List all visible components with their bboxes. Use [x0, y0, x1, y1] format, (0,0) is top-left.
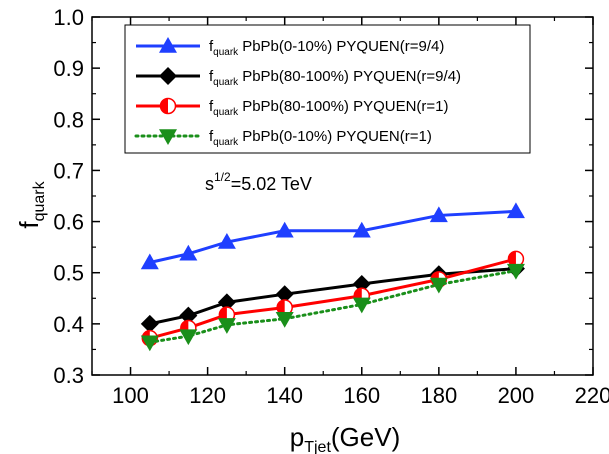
x-tick-label: 140 — [266, 383, 303, 408]
y-tick-label: 0.5 — [53, 261, 84, 286]
data-point — [506, 263, 525, 280]
series-line — [148, 269, 518, 344]
data-point — [140, 335, 159, 352]
data-point — [352, 221, 371, 238]
y-tick-label: 0.3 — [53, 363, 84, 388]
x-tick-label: 180 — [420, 383, 457, 408]
series-line — [149, 267, 517, 326]
x-tick-label: 160 — [343, 383, 380, 408]
data-point — [217, 318, 236, 334]
legend-label: fquark PbPb(0-10%) PYQUEN(r=9/4) — [209, 38, 444, 58]
legend-entry-1: fquark PbPb(80-100%) PYQUEN(r=9/4) — [136, 67, 461, 88]
data-point — [275, 285, 294, 304]
y-tick-label: 0.4 — [53, 312, 84, 337]
data-point — [179, 329, 198, 346]
legend: fquark PbPb(0-10%) PYQUEN(r=9/4) fquark PbP… — [124, 24, 531, 154]
series-lines — [140, 202, 525, 352]
x-tick-label: 120 — [189, 383, 226, 408]
data-point — [275, 311, 294, 328]
legend-marker — [159, 129, 177, 145]
y-tick-label: 0.8 — [53, 107, 84, 132]
data-point — [429, 206, 448, 223]
series-line — [149, 257, 517, 340]
legend-entry-2: fquark PbPb(80-100%) PYQUEN(r=1) — [136, 97, 449, 118]
data-point — [179, 244, 198, 261]
data-point — [179, 306, 198, 325]
x-axis-title: pTjet(GeV) — [290, 422, 400, 454]
series-3 — [140, 263, 525, 352]
data-point — [140, 253, 159, 270]
legend-marker — [159, 67, 177, 85]
legend-label: fquark PbPb(80-100%) PYQUEN(r=9/4) — [209, 68, 461, 88]
data-point — [352, 297, 371, 314]
data-point — [140, 314, 159, 333]
data-point — [429, 277, 448, 294]
data-point — [352, 274, 371, 293]
data-point — [217, 233, 236, 249]
data-point — [507, 250, 525, 268]
axis-ticks: 100 120 140 160 180 200 220 0.3 0.4 0.5 0.6 0.7 0.8 0… — [53, 5, 609, 408]
data-point — [275, 221, 294, 238]
y-tick-label: 1.0 — [53, 5, 84, 30]
data-point — [506, 202, 525, 219]
y-tick-label: 0.7 — [53, 158, 84, 183]
data-point — [217, 293, 236, 312]
y-tick-label: 0.9 — [53, 56, 84, 81]
legend-marker — [159, 97, 177, 115]
y-tick-label: 0.6 — [53, 210, 84, 235]
x-tick-label: 220 — [575, 383, 609, 408]
series-2 — [141, 250, 525, 347]
legend-label: fquark PbPb(80-100%) PYQUEN(r=1) — [209, 98, 449, 118]
series-line — [149, 209, 517, 264]
legend-label: fquark PbPb(0-10%) PYQUEN(r=1) — [209, 128, 432, 148]
legend-entry-0: fquark PbPb(0-10%) PYQUEN(r=9/4) — [136, 37, 444, 58]
x-tick-label: 200 — [498, 383, 535, 408]
x-tick-label: 100 — [112, 383, 149, 408]
y-axis-title: fquark — [14, 180, 48, 228]
energy-annotation: s1/2=5.02 TeV — [205, 170, 312, 194]
legend-marker — [159, 37, 177, 53]
series-0 — [140, 202, 525, 270]
legend-entry-3: fquark PbPb(0-10%) PYQUEN(r=1) — [134, 128, 432, 148]
